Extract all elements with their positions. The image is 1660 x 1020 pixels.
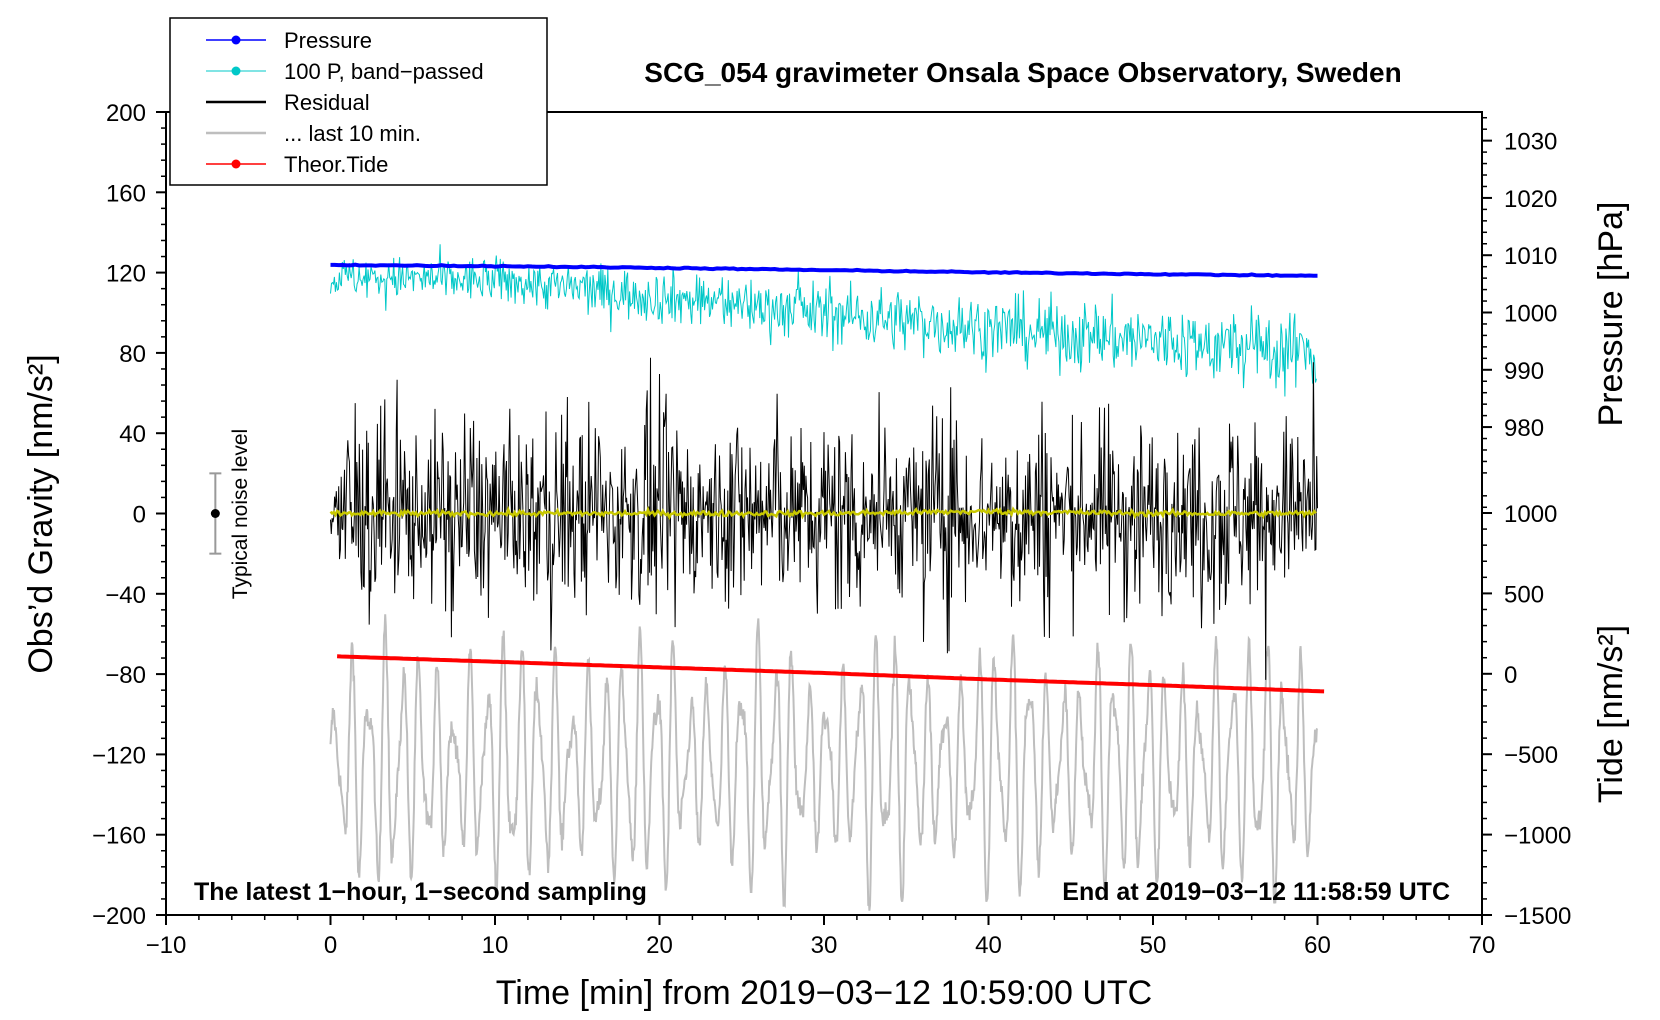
x-tick-label: 30: [811, 932, 838, 959]
x-axis-label: Time [min] from 2019−03−12 10:59:00 UTC: [496, 974, 1152, 1012]
y-tick-label: 0: [133, 502, 146, 529]
x-tick-label: 60: [1304, 932, 1331, 959]
x-tick-label: 70: [1469, 932, 1496, 959]
y-tick-label: −120: [92, 742, 146, 769]
y-tick-label: −200: [92, 903, 146, 930]
y-tick-label: 200: [106, 100, 146, 127]
y-tick-label: 80: [119, 341, 146, 368]
legend-label: Theor.Tide: [284, 152, 388, 177]
noise-level-indicator: Typical noise level: [209, 429, 252, 599]
tide-tick-label: −500: [1504, 742, 1558, 769]
tide-tick-label: 0: [1504, 662, 1517, 689]
y-tick-label: 40: [119, 421, 146, 448]
legend-marker: [231, 159, 241, 169]
x-tick-label: 10: [482, 932, 509, 959]
x-tick-label: 0: [324, 932, 337, 959]
series-residual: [330, 357, 1318, 680]
pressure-tick-label: 1020: [1504, 186, 1557, 213]
legend-label: Residual: [284, 90, 370, 115]
pressure-tick-label: 1000: [1504, 301, 1557, 328]
noise-level-label: Typical noise level: [229, 429, 252, 599]
legend-label: 100 P, band−passed: [284, 59, 484, 84]
tide-tick-label: 500: [1504, 581, 1544, 608]
series-layer: [329, 244, 1325, 911]
axes-layer: −10 0 10 20 30 40 50 60 7020016012080400−40−80−1…: [92, 100, 1571, 959]
tide-tick-label: −1500: [1504, 903, 1571, 930]
x-tick-label: 40: [975, 932, 1002, 959]
legend-label: ... last 10 min.: [284, 121, 421, 146]
y-axis-label-pressure: Pressure [hPa]: [1592, 202, 1630, 427]
pressure-tick-label: 980: [1504, 415, 1544, 442]
pressure-tick-label: 1010: [1504, 243, 1557, 270]
y-axis-label-tide: Tide [nm/s²]: [1592, 625, 1630, 803]
tide-tick-label: 1000: [1504, 501, 1557, 528]
series-band-passed-pressure: [330, 244, 1317, 397]
legend: Pressure 100 P, band−passed Residual ... la…: [169, 17, 548, 186]
x-tick-label: 50: [1140, 932, 1167, 959]
legend-label: Pressure: [284, 28, 372, 53]
series-theoretical-tide: [337, 654, 1325, 694]
x-tick-label: −10: [146, 932, 187, 959]
legend-marker: [231, 35, 241, 45]
annotation-sampling: The latest 1−hour, 1−second sampling: [194, 878, 647, 906]
tide-tick-label: −1000: [1504, 823, 1571, 850]
noise-level-dot: [210, 509, 220, 518]
y-axis-label-left: Obs’d Gravity [nm/s²]: [22, 354, 60, 673]
pressure-tick-label: 990: [1504, 358, 1544, 385]
series-residual-smoothed: [329, 505, 1317, 521]
y-tick-label: 120: [106, 261, 146, 288]
series-last-10-min: [329, 614, 1319, 911]
annotation-end-time: End at 2019−03−12 11:58:59 UTC: [1062, 878, 1450, 906]
pressure-tick-label: 1030: [1504, 129, 1557, 156]
series-pressure: [330, 262, 1318, 278]
y-tick-label: −40: [105, 582, 146, 609]
chart-title: SCG_054 gravimeter Onsala Space Observat…: [644, 57, 1401, 88]
y-tick-label: −80: [105, 662, 146, 689]
y-tick-label: 160: [106, 180, 146, 207]
legend-marker: [231, 66, 241, 76]
y-tick-label: −160: [92, 823, 146, 850]
x-tick-label: 20: [646, 932, 673, 959]
